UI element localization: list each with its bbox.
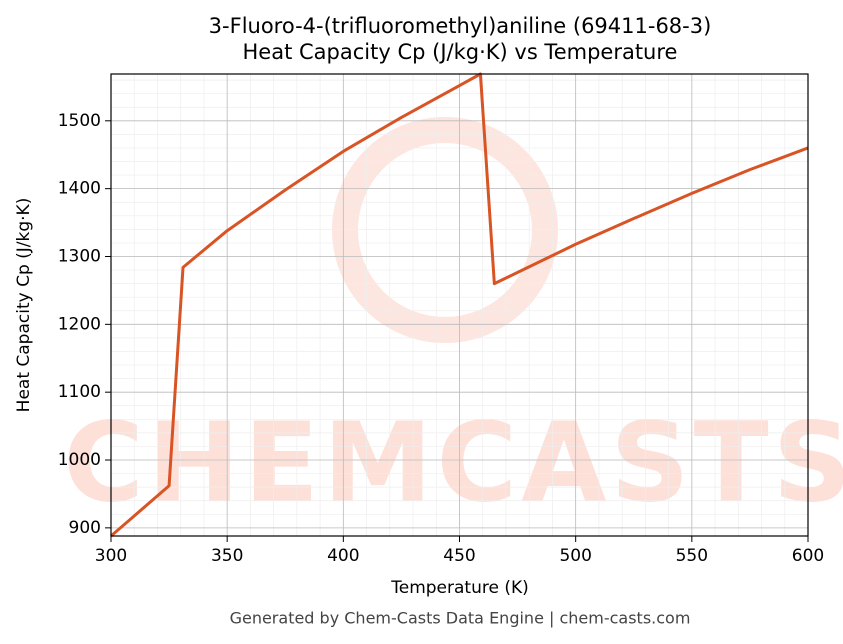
chart-subtitle: Heat Capacity Cp (J/kg·K) vs Temperature	[243, 40, 678, 64]
x-tick-label: 350	[211, 546, 243, 566]
y-tick-label: 1500	[58, 111, 101, 131]
y-tick-label: 900	[69, 518, 101, 538]
x-axis-label: Temperature (K)	[390, 578, 529, 598]
x-tick-label: 400	[327, 546, 359, 566]
plot-frame	[110, 73, 809, 537]
watermark-logo	[332, 117, 558, 343]
x-tick-label: 300	[95, 546, 127, 566]
y-tick-label: 1200	[58, 314, 101, 334]
data-line	[110, 72, 809, 538]
x-tick-label: 500	[559, 546, 591, 566]
x-tick-label: 450	[443, 546, 475, 566]
x-tick-label: 600	[792, 546, 824, 566]
y-tick-label: 1100	[58, 382, 101, 402]
y-tick-label: 1000	[58, 450, 101, 470]
chart-title: 3-Fluoro-4-(trifluoromethyl)aniline (694…	[209, 14, 712, 38]
y-tick-label: 1400	[58, 179, 101, 199]
y-tick-label: 1300	[58, 246, 101, 266]
footer: Generated by Chem-Casts Data Engine | ch…	[230, 609, 691, 628]
watermark: CHEMCASTS	[63, 398, 843, 526]
y-axis-label: Heat Capacity Cp (J/kg·K)	[14, 198, 34, 413]
x-tick-label: 550	[676, 546, 708, 566]
